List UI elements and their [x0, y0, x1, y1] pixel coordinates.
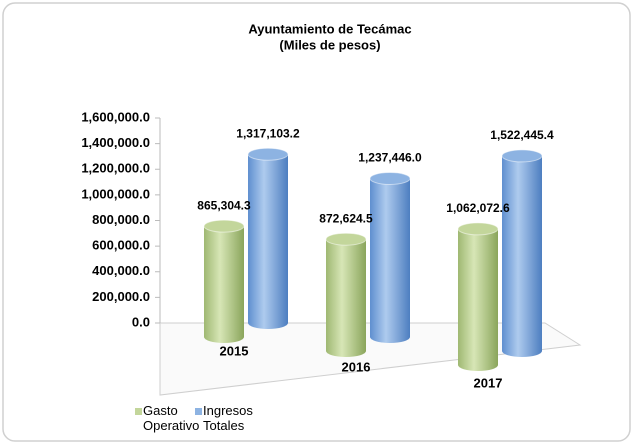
bar-body — [204, 226, 244, 337]
chart-title: Ayuntamiento de Tecámac — [248, 21, 411, 36]
value-label: 1,237,446.0 — [358, 151, 422, 165]
bar — [369, 171, 411, 343]
bar — [203, 219, 245, 343]
legend-label: Ingresos Totales — [203, 403, 253, 433]
y-tick-label: 0.0 — [132, 314, 150, 329]
bar — [457, 222, 499, 371]
bar — [501, 149, 543, 357]
value-label: 1,522,445.4 — [490, 128, 554, 142]
bar — [247, 147, 289, 329]
bar-body — [248, 154, 288, 323]
x-tick-label: 2015 — [220, 343, 249, 358]
bar-top — [247, 147, 289, 161]
x-tick-label: 2016 — [342, 359, 371, 374]
chart-subtitle: (Miles de pesos) — [279, 37, 380, 52]
bar-top — [325, 232, 367, 246]
x-tick-label: 2017 — [474, 375, 503, 390]
legend-swatch — [195, 408, 202, 415]
bar-top — [203, 219, 245, 233]
value-label: 872,624.5 — [319, 211, 373, 225]
bar-body — [458, 228, 498, 365]
value-label: 1,062,072.6 — [446, 201, 510, 215]
y-tick-label: 600,000.0 — [92, 238, 150, 253]
legend-swatch — [135, 408, 142, 415]
bar-body — [502, 155, 542, 351]
y-tick-label: 400,000.0 — [92, 263, 150, 278]
bar-top — [501, 149, 543, 163]
bar-top — [369, 171, 411, 185]
bar — [325, 232, 367, 357]
value-label: 865,304.3 — [197, 198, 251, 212]
y-tick-label: 1,600,000.0 — [81, 109, 150, 124]
y-tick-label: 1,000,000.0 — [81, 186, 150, 201]
y-tick-label: 1,400,000.0 — [81, 135, 150, 150]
bar-top — [457, 222, 499, 236]
y-tick-label: 1,200,000.0 — [81, 161, 150, 176]
bar-body — [326, 239, 366, 351]
value-label: 1,317,103.2 — [236, 126, 300, 140]
y-tick-label: 200,000.0 — [92, 289, 150, 304]
y-tick-label: 800,000.0 — [92, 212, 150, 227]
legend-label: Gasto Operativo — [143, 403, 200, 433]
bar-body — [370, 178, 410, 337]
